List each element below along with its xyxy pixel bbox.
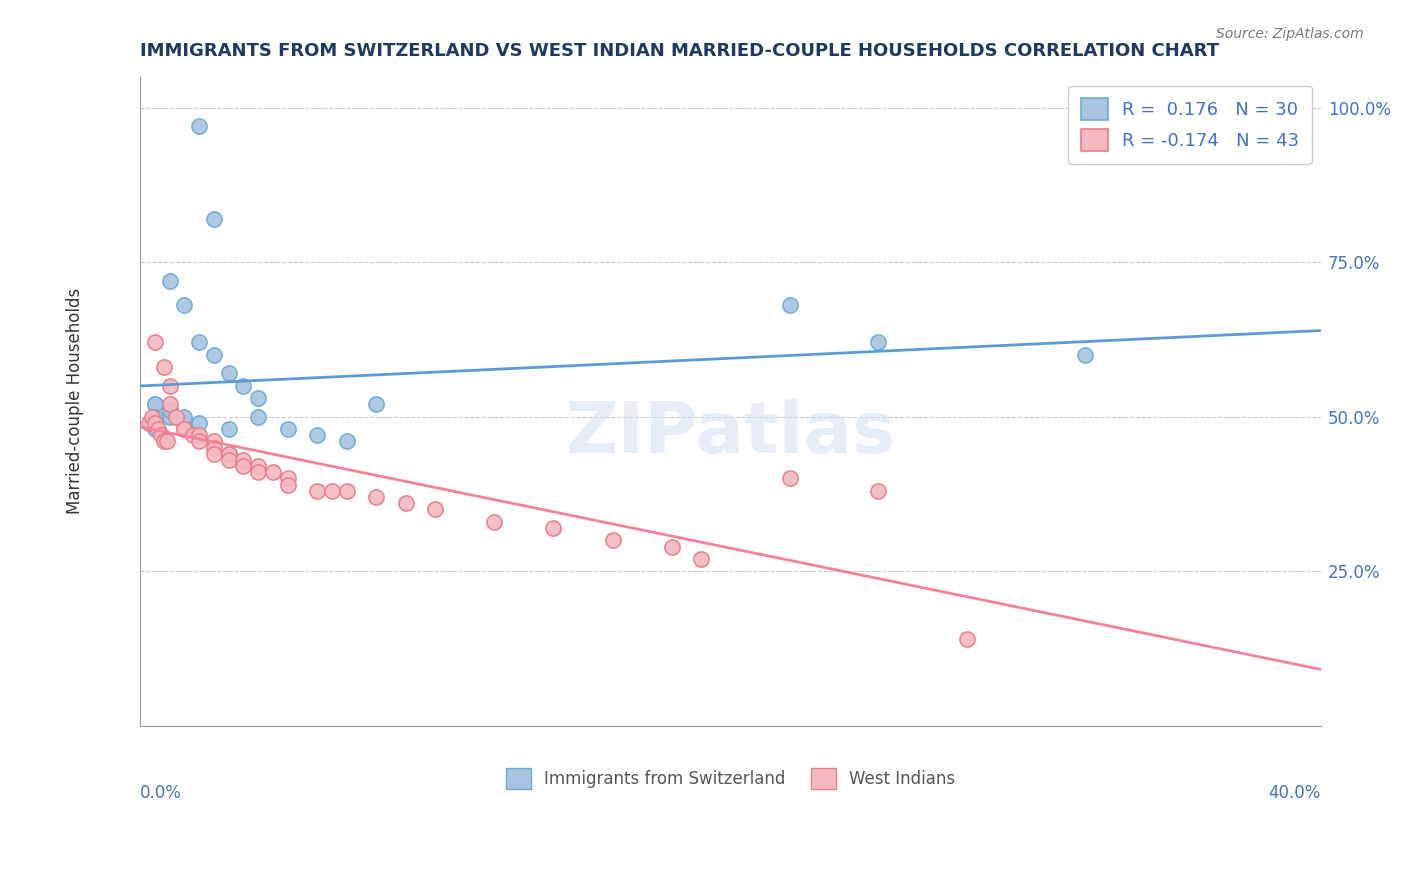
Text: 40.0%: 40.0% [1268,784,1322,802]
Point [218,367,240,381]
Point [218,453,240,467]
Text: IMMIGRANTS FROM SWITZERLAND VS WEST INDIAN MARRIED-COUPLE HOUSEHOLDS CORRELATION: IMMIGRANTS FROM SWITZERLAND VS WEST INDI… [141,42,1219,60]
Point [149,428,172,442]
Point [336,483,359,498]
Point [232,459,254,474]
Point [159,409,181,424]
Point [395,496,418,510]
Point [232,378,254,392]
Point [202,434,225,449]
Point [188,434,211,449]
Point [165,409,187,424]
Point [307,428,329,442]
Point [307,483,329,498]
Point [484,515,506,529]
Point [661,540,683,554]
Text: 0.0%: 0.0% [141,784,181,802]
Point [202,348,225,362]
Point [779,298,801,312]
Point [146,422,169,436]
Point [602,533,624,548]
Point [366,490,388,504]
Point [868,483,890,498]
Point [188,428,211,442]
Point [143,397,166,411]
Point [159,403,181,417]
Legend: R =  0.176   N = 30, R = -0.174   N = 43: R = 0.176 N = 30, R = -0.174 N = 43 [1069,86,1312,164]
Point [218,447,240,461]
Point [277,422,299,436]
Point [321,483,343,498]
Point [247,409,270,424]
Point [366,397,388,411]
Point [141,409,163,424]
Point [247,466,270,480]
Point [543,521,565,535]
Point [336,434,359,449]
Point [247,391,270,405]
Point [159,403,181,417]
Point [868,335,890,350]
Point [156,434,179,449]
Point [152,360,174,375]
Point [425,502,447,516]
Point [143,409,166,424]
Point [202,211,225,226]
Point [143,335,166,350]
Point [159,378,181,392]
Point [173,422,195,436]
Text: ZIPatlas: ZIPatlas [565,400,896,468]
Point [173,298,195,312]
Point [159,274,181,288]
Point [188,119,211,133]
Point [173,416,195,430]
Point [779,471,801,485]
Point [181,428,204,442]
Point [143,416,166,430]
Point [188,335,211,350]
Text: Source: ZipAtlas.com: Source: ZipAtlas.com [1216,27,1364,41]
Point [218,447,240,461]
Point [143,422,166,436]
Point [218,422,240,436]
Point [152,434,174,449]
Point [173,409,195,424]
Point [188,416,211,430]
Point [202,447,225,461]
Point [138,416,160,430]
Point [277,477,299,491]
Point [1074,348,1097,362]
Point [956,632,979,647]
Point [690,552,713,566]
Point [143,416,166,430]
Point [143,397,166,411]
Point [159,397,181,411]
Point [202,441,225,455]
Point [173,422,195,436]
Point [247,459,270,474]
Text: Married-couple Households: Married-couple Households [66,288,84,515]
Point [277,471,299,485]
Point [262,466,284,480]
Point [232,453,254,467]
